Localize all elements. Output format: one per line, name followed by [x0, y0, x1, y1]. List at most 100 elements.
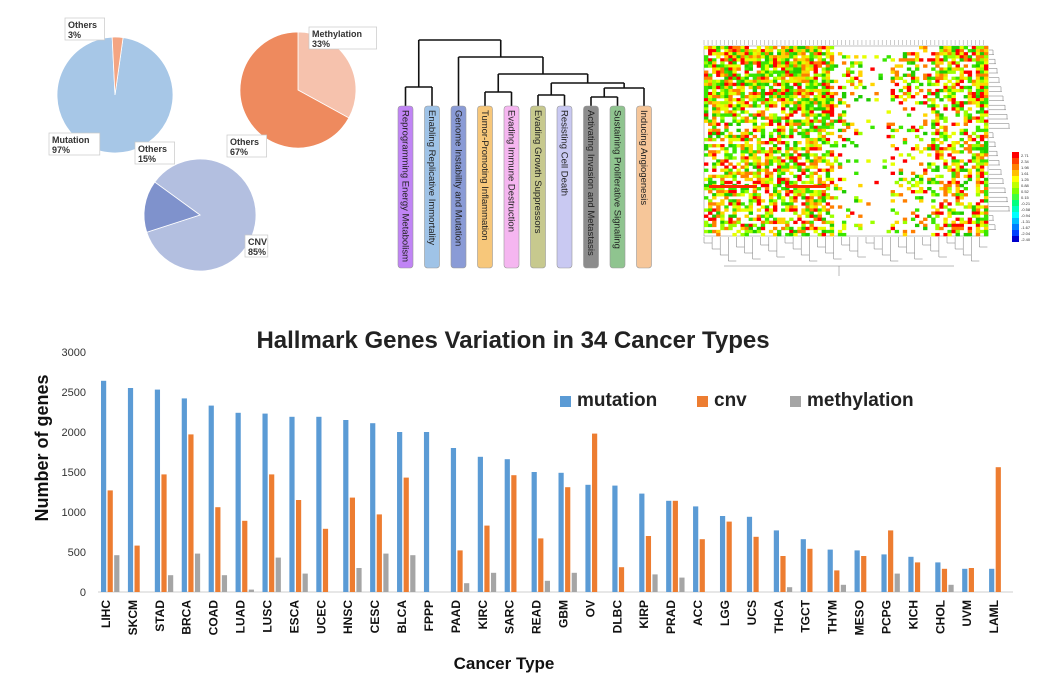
y-tick-label: 1500	[62, 467, 86, 479]
bar-cnv-luad	[242, 520, 248, 592]
x-axis-label: Cancer Type	[454, 654, 555, 673]
x-tick-label: ESCA	[287, 600, 301, 634]
bar-cnv-kirc	[484, 525, 490, 592]
legend-item-cnv: cnv	[697, 390, 747, 411]
heatmap-row-dendrogram	[989, 49, 1010, 230]
bar-mutation-thca	[773, 530, 779, 592]
bar-methylation-paad	[464, 583, 470, 592]
bar-cnv-uvm	[968, 568, 974, 592]
bar-cnv-chol	[941, 568, 948, 592]
dendrogram-leaf-label: Activating Invasion and Metastasis	[585, 110, 596, 256]
bar-cnv-stad	[161, 474, 167, 592]
bar-cnv-esca	[295, 500, 302, 592]
x-tick-label: PAAD	[449, 600, 463, 633]
x-tick-label: ACC	[691, 600, 705, 626]
dendrogram-leaf: Sustaining Proliferative Signaling	[609, 105, 626, 269]
heatmap-color-scale: 2.712.341.981.611.250.880.520.15-0.21-0.…	[1012, 152, 1031, 242]
bar-mutation-kirp	[639, 493, 645, 592]
bar-cnv-coad	[215, 507, 221, 592]
bar-mutation-luad	[235, 412, 241, 592]
bar-cnv-ucec	[322, 528, 329, 592]
x-tick-label: UCEC	[314, 600, 328, 634]
color-scale-label: 1.25	[1021, 177, 1030, 182]
bar-mutation-kirc	[477, 456, 483, 592]
x-tick-label: FPPP	[422, 600, 436, 631]
x-tick-label: LAML	[987, 600, 1001, 633]
pie-label-percent: 15%	[138, 154, 156, 164]
dendrogram-leaf: Enabling Replicative Immortality	[424, 105, 440, 269]
legend-label: cnv	[714, 390, 747, 411]
bar-cnv-sarc	[511, 475, 517, 592]
bar-cnv-lusc	[269, 474, 275, 592]
bar-cnv-ucs	[753, 536, 759, 592]
bar-chart: Hallmark Genes Variation in 34 Cancer Ty…	[32, 327, 1013, 673]
pie-label-percent: 33%	[312, 39, 330, 49]
pie-label-percent: 85%	[248, 247, 266, 257]
bar-methylation-esca	[302, 573, 308, 592]
x-tick-label: MESO	[853, 600, 867, 635]
color-scale-label: 0.15	[1021, 195, 1030, 200]
bar-cnv-laml	[995, 467, 1001, 592]
x-tick-label: KICH	[906, 600, 920, 629]
bar-mutation-lihc	[101, 380, 107, 592]
x-tick-label: PRAD	[664, 600, 678, 634]
bar-cnv-paad	[457, 550, 463, 592]
legend-label: methylation	[807, 390, 914, 411]
dendrogram-leaf-label: Sustaining Proliferative Signaling	[612, 110, 623, 249]
x-tick-label: DLBC	[610, 600, 624, 634]
bar-mutation-uvm	[962, 568, 968, 592]
bar-methylation-kirc	[490, 572, 497, 592]
bar-methylation-coad	[221, 575, 228, 592]
bar-cnv-read	[538, 538, 544, 592]
color-scale-label: 0.52	[1021, 189, 1030, 194]
legend-item-mutation: mutation	[560, 390, 657, 411]
bar-methylation-pcpg	[894, 573, 900, 592]
bar-mutation-paad	[450, 448, 457, 592]
x-tick-label: KIRC	[476, 600, 490, 630]
color-scale-label: 0.88	[1021, 183, 1030, 188]
dendrogram-leaf: Evading Growth Suppressors	[530, 105, 546, 269]
x-tick-label: UCS	[745, 600, 759, 625]
bar-methylation-read	[544, 580, 550, 592]
bar-cnv-thca	[780, 556, 786, 592]
x-tick-label: LIHC	[99, 600, 113, 628]
bar-mutation-coad	[208, 405, 214, 592]
bar-cnv-hnsc	[349, 497, 356, 592]
bar-mutation-meso	[854, 550, 860, 592]
x-tick-label: KIRP	[637, 600, 651, 629]
bar-mutation-thym	[827, 549, 833, 592]
dendrogram-leaf-label: Evading Growth Suppressors	[532, 110, 543, 234]
bar-mutation-sarc	[504, 459, 510, 592]
bar-cnv-lihc	[107, 490, 113, 592]
bar-methylation-thym	[840, 584, 847, 592]
bar-cnv-acc	[699, 539, 705, 592]
bar-cnv-kich	[914, 562, 921, 592]
bar-cnv-cesc	[376, 514, 382, 592]
bar-cnv-dlbc	[618, 567, 625, 592]
y-tick-label: 1000	[62, 507, 86, 519]
x-tick-label: PCPG	[879, 600, 893, 634]
color-scale-label: -0.21	[1021, 201, 1031, 206]
bar-mutation-gbm	[558, 472, 564, 592]
pie-label-name: Others	[68, 20, 97, 30]
bar-cnv-gbm	[565, 487, 571, 592]
bar-mutation-ucec	[316, 416, 322, 592]
bar-cnv-ov	[592, 433, 598, 592]
x-tick-label: COAD	[207, 600, 221, 636]
bar-cnv-brca	[188, 434, 194, 592]
bar-cnv-thym	[834, 570, 840, 592]
color-scale-label: 2.34	[1021, 159, 1030, 164]
bar-cnv-kirp	[645, 536, 652, 592]
dendrogram-leaf-label: Evading Immune Destruction	[506, 110, 517, 232]
bar-methylation-hnsc	[356, 568, 362, 592]
chart-title: Hallmark Genes Variation in 34 Cancer Ty…	[256, 327, 769, 354]
x-tick-label: SKCM	[126, 600, 140, 635]
pie-slice-others	[111, 36, 124, 96]
pie-label-name: Others	[230, 137, 259, 147]
